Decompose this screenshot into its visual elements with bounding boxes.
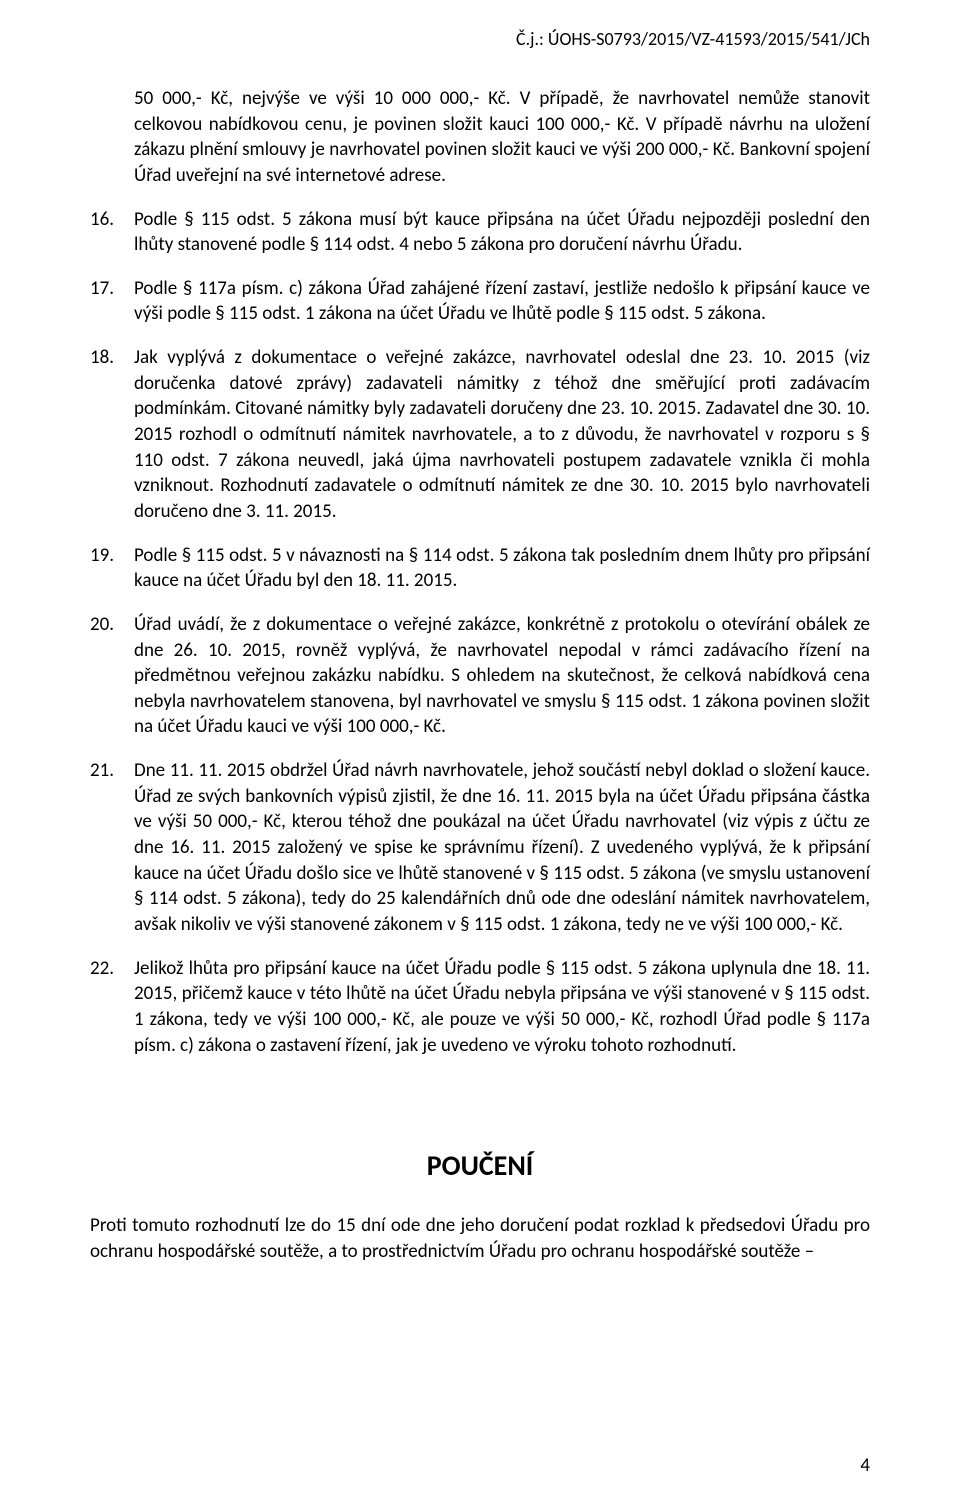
item-number: 20. <box>90 612 134 740</box>
item-text: Podle § 115 odst. 5 v návaznosti na § 11… <box>134 543 870 594</box>
page-number: 4 <box>860 1454 870 1477</box>
list-item: 18. Jak vyplývá z dokumentace o veřejné … <box>90 345 870 524</box>
item-number: 18. <box>90 345 134 524</box>
item-text: Jelikož lhůta pro připsání kauce na účet… <box>134 956 870 1059</box>
item-text: Podle § 117a písm. c) zákona Úřad zaháje… <box>134 276 870 327</box>
item-text: Úřad uvádí, že z dokumentace o veřejné z… <box>134 612 870 740</box>
list-item: 17. Podle § 117a písm. c) zákona Úřad za… <box>90 276 870 327</box>
section-heading: POUČENÍ <box>90 1148 870 1183</box>
item-number: 19. <box>90 543 134 594</box>
item-number: 16. <box>90 207 134 258</box>
item-number: 21. <box>90 758 134 937</box>
list-item: 22. Jelikož lhůta pro připsání kauce na … <box>90 956 870 1059</box>
list-item: 16. Podle § 115 odst. 5 zákona musí být … <box>90 207 870 258</box>
continuation-paragraph: 50 000,- Kč, nejvýše ve výši 10 000 000,… <box>134 86 870 189</box>
list-item: 20. Úřad uvádí, že z dokumentace o veřej… <box>90 612 870 740</box>
document-page: Č.j.: ÚOHS-S0793/2015/VZ-41593/2015/541/… <box>0 0 960 1264</box>
item-text: Podle § 115 odst. 5 zákona musí být kauc… <box>134 207 870 258</box>
item-text: Dne 11. 11. 2015 obdržel Úřad návrh navr… <box>134 758 870 937</box>
item-text: Jak vyplývá z dokumentace o veřejné zaká… <box>134 345 870 524</box>
final-paragraph: Proti tomuto rozhodnutí lze do 15 dní od… <box>90 1213 870 1264</box>
header-reference: Č.j.: ÚOHS-S0793/2015/VZ-41593/2015/541/… <box>90 28 870 50</box>
list-item: 21. Dne 11. 11. 2015 obdržel Úřad návrh … <box>90 758 870 937</box>
item-number: 17. <box>90 276 134 327</box>
list-item: 19. Podle § 115 odst. 5 v návaznosti na … <box>90 543 870 594</box>
item-number: 22. <box>90 956 134 1059</box>
